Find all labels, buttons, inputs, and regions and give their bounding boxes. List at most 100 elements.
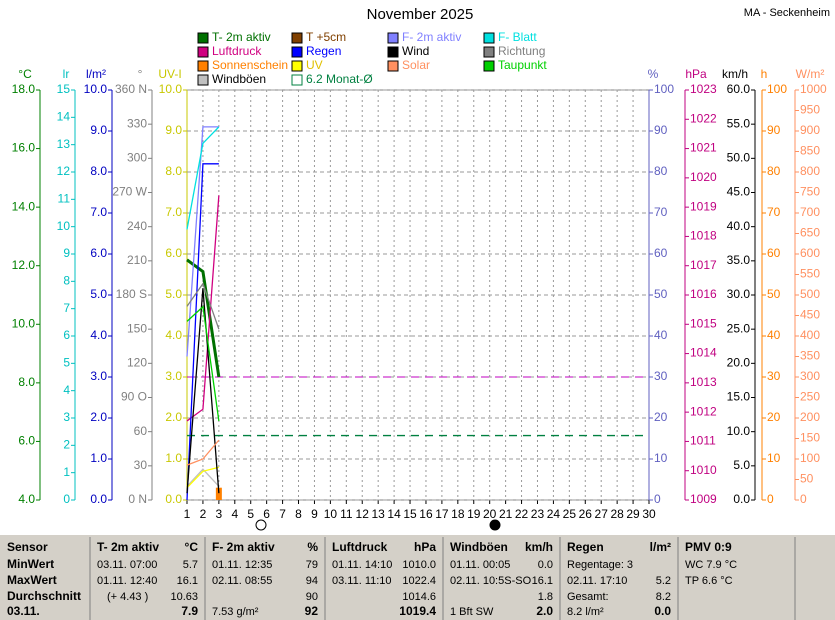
table-cell: WC 7.9 °C [685,559,737,571]
legend-label: UV [306,58,323,72]
legend-swatch [197,46,209,58]
y-tick-label: 11 [58,192,71,206]
y-tick-label: 1021 [690,141,717,155]
y-tick-label: 50.0 [727,151,751,165]
axis-title: km/h [722,67,748,81]
legend-label: Luftdruck [212,44,262,58]
y-tick-label: 1019 [690,199,717,213]
x-tick-label: 25 [563,507,577,521]
table-value: 0.0 [654,604,671,618]
chart-title: November 2025 [367,6,474,23]
y-tick-label: 100 [800,451,820,465]
x-tick-label: 12 [356,507,370,521]
y-tick-label: 360 N [115,82,147,96]
y-tick-label: 10.0 [159,82,183,96]
table-value: 0.0 [538,559,553,571]
y-tick-label: 4 [63,383,70,397]
table-cell: MinWert [7,557,54,571]
axis-title: hPa [685,67,707,81]
table-cell: Gesamt: [567,591,609,603]
y-tick-label: 90 O [121,390,147,404]
legend-swatch [197,74,209,86]
x-tick-label: 23 [531,507,545,521]
y-tick-label: 10 [654,451,668,465]
x-tick-label: 16 [419,507,433,521]
legend-label: T +5cm [306,30,346,44]
table-value: 1.8 [538,591,553,603]
table-cell: 03.11. 11:10 [332,575,392,587]
table-value: 92 [305,604,319,618]
y-tick-label: 0 N [128,492,147,506]
y-tick-label: 5.0 [733,458,750,472]
stats-panel [0,535,835,620]
y-tick-label: 60 [654,246,668,260]
x-tick-label: 22 [515,507,529,521]
y-tick-label: 12 [57,164,71,178]
y-tick-label: 300 [800,369,820,383]
legend-swatch [483,46,495,58]
y-tick-label: 1011 [690,434,716,448]
table-value: 90 [306,591,318,603]
x-tick-label: 28 [610,507,624,521]
x-tick-label: 15 [403,507,417,521]
y-tick-label: 9.0 [165,123,182,137]
x-tick-label: 17 [435,507,449,521]
legend-label: Windböen [212,72,266,86]
y-tick-label: 60.0 [727,82,751,96]
legend-swatch [197,32,209,44]
column-unit: l/m² [650,540,671,554]
x-tick-label: 5 [247,507,254,521]
y-tick-label: 1016 [690,287,717,301]
table-cell: TP 6.6 °C [685,575,733,587]
y-tick-label: 40 [767,328,781,342]
y-tick-label: 8 [63,274,70,288]
y-tick-label: 7 [63,301,70,315]
y-tick-label: 6.0 [165,246,182,260]
table-cell: 01.11. 12:35 [212,559,272,571]
x-tick-label: 2 [200,507,207,521]
y-tick-label: 330 [127,116,147,130]
legend-label: Taupunkt [498,58,547,72]
table-value: 94 [306,575,318,587]
y-tick-label: 1000 [800,82,827,96]
y-tick-label: 600 [800,246,820,260]
y-tick-label: 0 [800,492,807,506]
moon-full [489,519,501,531]
x-tick-label: 21 [499,507,513,521]
series-line [186,258,221,378]
y-tick-label: 7.0 [90,205,107,219]
y-tick-label: 6.0 [90,246,107,260]
legend-swatch [197,60,209,72]
y-tick-label: 14 [57,110,71,124]
axis-title: UV-I [158,67,181,81]
table-cell: 1 Bft SW [450,606,494,618]
series-line [186,468,220,487]
y-tick-label: 40 [654,328,668,342]
table-value: 79 [306,559,318,571]
y-tick-label: 90 [767,123,781,137]
column-unit: % [307,540,318,554]
y-tick-label: 200 [800,410,820,424]
y-tick-label: 35.0 [727,253,751,267]
y-tick-label: 8.0 [90,164,107,178]
table-value: 16.1 [532,575,553,587]
column-header: Regen [567,540,604,554]
y-tick-label: 1022 [690,111,717,125]
legend-swatch [387,32,399,44]
y-tick-label: 1012 [690,404,717,418]
legend-swatch [291,32,303,44]
column-header: F- 2m aktiv [212,540,275,554]
series-line [186,305,220,422]
table-cell: (+ 4.43 ) [107,591,148,603]
x-tick-label: 6 [263,507,270,521]
y-tick-label: 2 [63,438,70,452]
y-tick-label: 270 W [112,185,147,199]
y-tick-label: 450 [800,308,820,322]
legend-swatch [387,60,399,72]
y-tick-label: 1018 [690,229,717,243]
series-line [186,126,220,230]
y-tick-label: 120 [127,356,147,370]
table-cell: Regentage: 3 [567,559,633,571]
y-tick-label: 9 [63,246,70,260]
y-tick-label: 5.0 [90,287,107,301]
